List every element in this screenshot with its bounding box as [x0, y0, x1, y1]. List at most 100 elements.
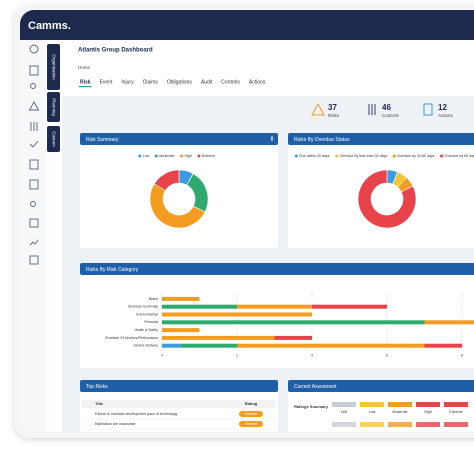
y-tick-label: Brand	[149, 297, 158, 301]
row-header: Ratings Summary	[294, 404, 329, 409]
menu-dot[interactable]	[271, 137, 273, 140]
tab[interactable]: Injury	[121, 79, 134, 85]
card-header	[80, 263, 474, 275]
card-title: Risk Summary	[86, 137, 119, 143]
icon[interactable]	[29, 140, 39, 148]
x-tick-label: 0	[161, 354, 163, 358]
side-tab-label: Custom	[51, 131, 56, 147]
bar-segment	[162, 328, 200, 333]
legend-swatch	[294, 154, 298, 158]
tab[interactable]: Event	[100, 79, 113, 85]
rating-label: Extreme	[245, 422, 258, 426]
legend-swatch	[440, 154, 444, 158]
stat-icon	[368, 104, 376, 115]
tab[interactable]: Claims	[143, 79, 159, 85]
risk-title[interactable]: Estimation are inaccurate	[95, 422, 136, 426]
legend-label: High	[184, 154, 191, 158]
page-title: Atlantis Group Dashboard	[78, 48, 153, 54]
stat-label: Actions	[438, 113, 454, 118]
stat-value: 12	[438, 103, 447, 112]
y-tick-label: Business Continuity	[128, 305, 158, 309]
legend-swatch	[335, 154, 339, 158]
rating-cell	[444, 422, 468, 427]
legend-label: Overdue by less than 30 days	[340, 154, 388, 158]
cards: Risk Summary Low Moderate High Extreme Risks …	[80, 133, 474, 432]
rating-cell	[360, 422, 384, 427]
rating-label: Extreme	[245, 412, 258, 416]
legend-swatch	[138, 154, 142, 158]
icon[interactable]	[30, 122, 38, 131]
y-tick-label: Environmental	[136, 312, 158, 316]
legend-label: Extreme	[202, 154, 215, 158]
icon[interactable]	[29, 44, 39, 54]
icon[interactable]	[29, 179, 39, 190]
bar-segment	[162, 304, 237, 309]
donut-slice	[153, 169, 180, 192]
icon[interactable]	[30, 201, 36, 207]
rating-swatch	[332, 402, 356, 407]
stat-value: 37	[328, 103, 337, 112]
rating-column: Extreme	[449, 410, 462, 414]
icon-sidebar	[20, 40, 46, 432]
stat-label: Risks	[328, 113, 340, 118]
x-tick-label: 2	[236, 354, 238, 358]
bar-segment	[424, 343, 462, 348]
card-title: Risks By Overdue Status	[294, 137, 350, 143]
legend-swatch	[197, 154, 201, 158]
card	[80, 133, 278, 248]
legend-label: Low	[143, 154, 150, 158]
rating-cell	[332, 422, 356, 427]
donut-slice	[357, 169, 417, 229]
side-tab[interactable]	[47, 126, 60, 152]
rating-swatch	[360, 402, 384, 407]
x-tick-label: 4	[311, 354, 313, 358]
top-bar	[20, 10, 474, 40]
icon[interactable]	[29, 255, 39, 265]
card-header	[288, 133, 474, 145]
icon[interactable]	[29, 65, 39, 76]
tab[interactable]: Risk	[80, 79, 91, 85]
page-header	[62, 40, 474, 96]
bar-segment	[237, 343, 425, 348]
rating-swatch	[444, 402, 468, 407]
rating-cell	[388, 422, 412, 427]
legend-label: Due within 30 days	[299, 154, 330, 158]
legend-swatch	[179, 154, 183, 158]
x-tick-label: 8	[461, 354, 463, 358]
tab[interactable]: Obligations	[167, 79, 193, 85]
bar-segment	[162, 320, 425, 325]
y-tick-label: Financial	[144, 320, 158, 324]
breadcrumb: Home	[78, 65, 91, 70]
stat-icon	[311, 102, 325, 116]
rating-swatch	[388, 402, 412, 407]
icon[interactable]	[28, 101, 40, 111]
side-tab-label: Planning	[51, 98, 56, 116]
tab[interactable]: Audit	[201, 79, 213, 85]
icon[interactable]	[30, 83, 36, 89]
icon[interactable]	[29, 218, 39, 228]
logo: Camms.	[28, 20, 71, 32]
y-tick-label: Service Delivery	[134, 344, 159, 348]
bar-segment	[274, 335, 312, 340]
side-tab[interactable]	[47, 92, 60, 122]
x-tick-label: 6	[386, 354, 388, 358]
side-tab[interactable]	[47, 44, 60, 90]
donut-slice	[149, 183, 206, 229]
legend-label: Moderate	[159, 154, 174, 158]
side-tab-label: Organisation	[51, 54, 56, 80]
rating-column: Low	[369, 410, 376, 414]
menu-dot[interactable]	[271, 139, 273, 141]
stat-label: Controls	[382, 113, 400, 118]
card-header	[288, 380, 474, 392]
icon[interactable]	[29, 159, 39, 170]
legend-label: Overdue by 60 days	[445, 154, 474, 158]
risk-title[interactable]: Failure to maintain development pace of …	[95, 412, 178, 416]
screen: Camms. Organisation Planning Custom Atlant…	[20, 10, 474, 432]
menu-dot[interactable]	[271, 136, 273, 138]
tab[interactable]: Controls	[221, 79, 240, 85]
icon[interactable]	[29, 239, 39, 246]
tab[interactable]: Actions	[249, 79, 266, 85]
